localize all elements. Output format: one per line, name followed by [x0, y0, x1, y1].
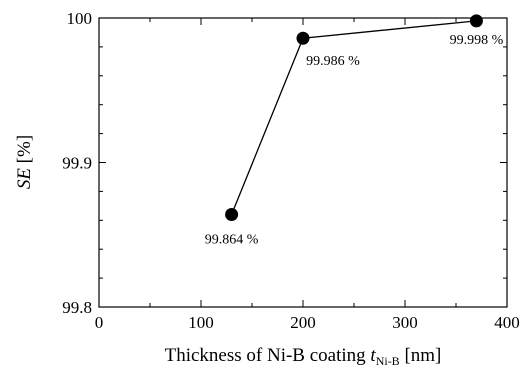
x-tick-label: 0: [95, 313, 104, 332]
series: [225, 14, 483, 222]
plot-frame: [98, 17, 508, 308]
x-tick-label: 100: [188, 313, 214, 332]
data-point: [225, 208, 239, 222]
x-axis-label-var: t: [370, 345, 376, 366]
data-point: [469, 14, 483, 28]
data-point: [296, 31, 310, 45]
x-axis-label: Thickness of Ni-B coating tNi-B [nm]: [165, 345, 442, 368]
y-tick-label: 100: [67, 9, 93, 28]
x-tick-label: 200: [290, 313, 316, 332]
ticks: [98, 17, 508, 308]
x-axis-label-suffix: [nm]: [400, 345, 442, 366]
y-tick-label: 99.9: [62, 154, 92, 173]
series-line: [230, 20, 477, 215]
y-axis-label-var: SE: [14, 168, 35, 190]
x-tick-label: 300: [392, 313, 418, 332]
x-axis-label-sub: Ni-B: [376, 354, 400, 368]
data-label: 99.998 %: [450, 33, 504, 48]
y-tick-label: 99.8: [62, 298, 92, 317]
data-label: 99.864 %: [205, 233, 259, 248]
data-label: 99.986 %: [306, 54, 360, 69]
tick-labels: 0 100 200 300 400 99.8 99.9 100: [62, 9, 520, 332]
x-axis-label-prefix: Thickness of Ni-B coating: [165, 345, 371, 366]
data-labels: 99.864 % 99.986 % 99.998 %: [205, 33, 504, 248]
y-axis-label-suffix: [%]: [14, 135, 35, 168]
x-tick-label: 400: [494, 313, 520, 332]
y-axis-label: SE [%]: [14, 135, 35, 189]
